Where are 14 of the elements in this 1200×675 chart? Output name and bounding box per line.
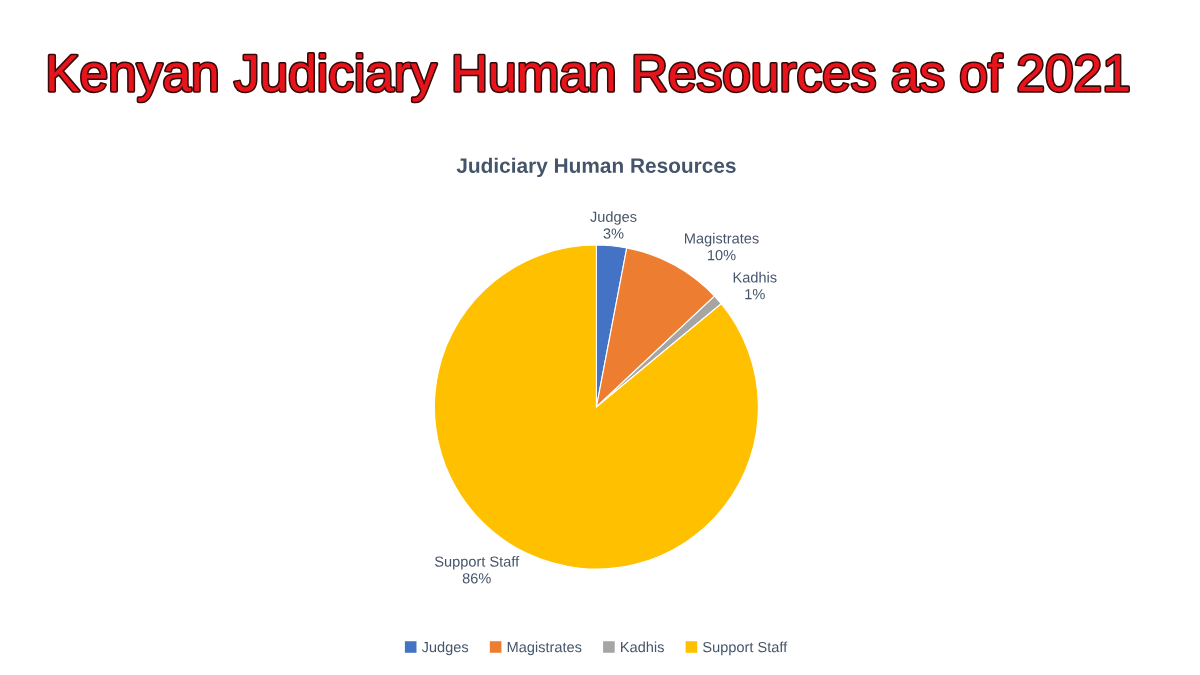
legend-label: Magistrates (507, 641, 582, 656)
legend-label: Judges (421, 641, 469, 656)
slice-label: Judges (590, 211, 637, 225)
slice-label: Kadhis (733, 271, 777, 283)
slice-label: Magistrates (685, 232, 759, 247)
chart-subtitle: Judiciary Human Resources (456, 157, 736, 178)
data-label: 86% (462, 573, 491, 584)
legend-label: Kadhis (621, 641, 664, 653)
chart-title: Kenyan Judiciary Human Resources as of 2021 (49, 53, 1129, 102)
legend-label: Support Staff (703, 641, 788, 656)
data-label: 3% (603, 228, 624, 239)
data-label: 1% (745, 289, 765, 300)
slice-label: Support Staff (434, 556, 520, 570)
data-label: 10% (708, 250, 736, 261)
